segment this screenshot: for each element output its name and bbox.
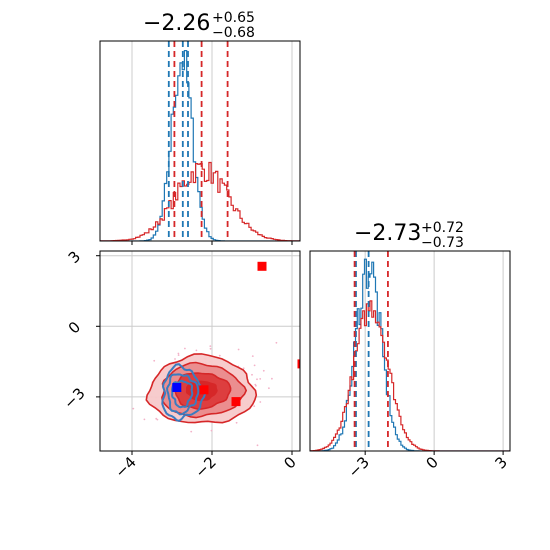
marginal-1-quantile-lines <box>167 41 229 241</box>
marginal-1-frame <box>99 40 301 242</box>
scatter-point <box>301 387 303 389</box>
joint-frame <box>99 250 301 452</box>
scatter-point <box>218 354 221 357</box>
histogram-series <box>100 50 300 241</box>
scatter-point <box>256 378 258 381</box>
histogram-series <box>310 258 510 451</box>
scatter-point <box>132 407 135 410</box>
marginal-1-title-minus: −0.68 <box>212 25 255 41</box>
marginal-1-panel <box>99 40 301 245</box>
marginal-1-grid <box>131 41 293 241</box>
x-tick-label: −3 <box>345 453 373 481</box>
marginal-2-grid <box>364 251 504 451</box>
marker-square <box>257 261 267 271</box>
scatter-point <box>235 421 238 424</box>
marginal-1-histograms <box>100 50 300 241</box>
y-tick-label: −3 <box>60 384 88 412</box>
marginal-1-title: −2.26 +0.65 −0.68 <box>143 10 255 41</box>
marginal-2-title: −2.73 +0.72 −0.73 <box>354 220 464 251</box>
scatter-point <box>256 444 259 447</box>
scatter-point <box>259 401 262 403</box>
marginal-2-title-value: −2.73 <box>354 221 421 246</box>
contour-level-blue <box>161 363 207 423</box>
scatter-point <box>177 354 180 356</box>
scatter-point <box>153 359 156 362</box>
scatter-point <box>177 352 180 355</box>
scatter-point <box>209 347 212 350</box>
joint-panel: −4 −2 0 3 0 −3 <box>60 247 303 481</box>
joint-contours <box>132 261 303 447</box>
x-tick-label: 0 <box>280 453 299 472</box>
scatter-point <box>251 355 254 357</box>
x-tick-label: −2 <box>191 453 219 481</box>
scatter-point <box>156 418 159 421</box>
marginal-1-ticks <box>131 241 293 245</box>
marginal-1-title-value: −2.26 <box>143 11 210 36</box>
y-tick-label: 3 <box>65 247 84 266</box>
scatter-point <box>268 387 270 390</box>
histogram-series <box>100 161 300 241</box>
scatter-point <box>255 384 257 387</box>
marginal-2-title-minus: −0.73 <box>421 235 464 251</box>
marker-square <box>231 397 241 407</box>
contour-level-blue <box>166 373 200 416</box>
marginal-2-panel: −3 0 3 <box>309 250 511 481</box>
marginal-2-histograms <box>310 258 510 451</box>
scatter-point <box>262 369 265 372</box>
scatter-point <box>253 405 256 407</box>
scatter-point <box>259 378 262 380</box>
marginal-1-title-plus: +0.65 <box>212 10 255 26</box>
marker-square <box>199 385 209 395</box>
scatter-point <box>251 373 253 376</box>
scatter-point <box>253 364 256 367</box>
marginal-2-quantile-lines <box>353 251 389 451</box>
scatter-point <box>195 349 198 352</box>
scatter-point <box>174 358 176 360</box>
x-tick-label: 3 <box>491 453 510 472</box>
histogram-series <box>310 300 510 451</box>
scatter-point <box>271 377 273 380</box>
marginal-2-frame <box>309 250 511 452</box>
scatter-point <box>237 348 240 351</box>
marker-square <box>297 359 300 369</box>
scatter-point <box>190 430 193 433</box>
marginal-2-title-plus: +0.72 <box>421 220 464 236</box>
scatter-point <box>210 429 213 432</box>
scatter-point <box>242 367 245 370</box>
marker-square <box>172 383 182 392</box>
scatter-point <box>143 418 146 421</box>
scatter-point <box>184 347 186 350</box>
contour-level-blue <box>170 379 194 409</box>
scatter-point <box>275 341 278 344</box>
marginal-2-ticks: −3 0 3 <box>345 451 511 481</box>
y-tick-label: 0 <box>65 318 84 337</box>
x-tick-label: −4 <box>111 453 139 481</box>
x-tick-label: 0 <box>422 453 441 472</box>
scatter-point <box>209 345 212 347</box>
